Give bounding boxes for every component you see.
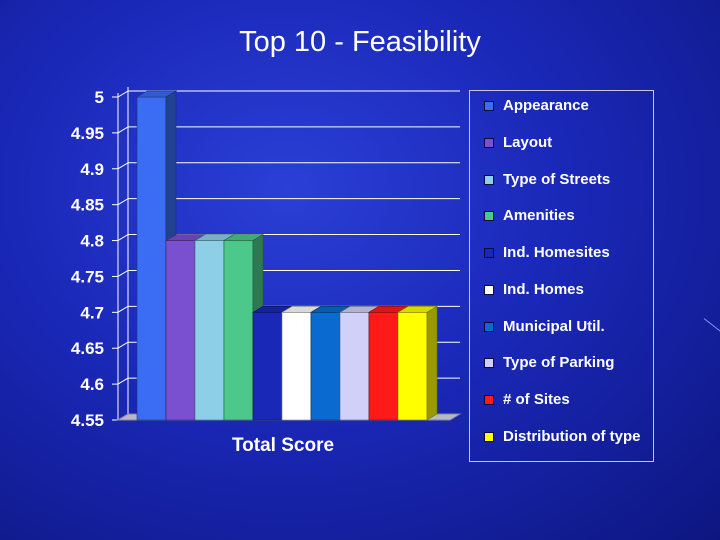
y-tick-label: 4.8 [80, 232, 104, 251]
bar-front [194, 240, 225, 421]
bar-front [397, 312, 428, 421]
x-category-label: Total Score [232, 435, 334, 456]
y-tick-label: 4.75 [71, 267, 104, 286]
legend-label: Type of Streets [503, 171, 611, 188]
legend-swatch [484, 432, 494, 442]
slide-title: Top 10 - Feasibility [239, 26, 481, 58]
gridline-side [117, 305, 129, 313]
y-tick-label: 4.85 [71, 196, 104, 215]
bar-front [136, 96, 167, 421]
y-tick-label: 4.55 [71, 411, 104, 430]
legend-label: Ind. Homes [503, 281, 584, 298]
bar [396, 305, 439, 421]
chart-legend: Appearance Layout Type of Streets Amenities… [469, 90, 654, 462]
legend-label: Ind. Homesites [503, 244, 610, 261]
y-tick-label: 4.7 [80, 303, 104, 322]
bar-front [223, 240, 254, 421]
legend-swatch [484, 248, 494, 258]
y-tick-label: 5 [95, 88, 104, 107]
bar-front [368, 312, 399, 421]
legend-swatch [484, 358, 494, 368]
bar-front [165, 240, 196, 421]
legend-label: Type of Parking [503, 354, 615, 371]
gridline-side [117, 270, 129, 277]
gridline-side [117, 198, 129, 206]
legend-label: Amenities [503, 207, 575, 224]
y-tick-label: 4.9 [80, 160, 104, 179]
bar-front [252, 312, 283, 421]
gridline-side [117, 341, 129, 349]
gridline-side [117, 162, 129, 170]
gridline-side [117, 126, 129, 134]
bar-front [281, 312, 312, 421]
legend-swatch [484, 395, 494, 405]
gridline-side [117, 377, 129, 385]
y-tick-label: 4.95 [71, 124, 104, 143]
legend-swatch [484, 101, 494, 111]
bar-side [426, 305, 438, 421]
y-tick-label: 4.6 [80, 375, 104, 394]
label-layer: 5 4.95 4.9 4.85 4.8 4.75 4.7 4.65 4.6 4.55 Total S… [71, 88, 334, 456]
legend-label: Municipal Util. [503, 318, 605, 335]
legend-label: # of Sites [503, 391, 570, 408]
legend-label: Appearance [503, 97, 589, 114]
legend-label: Layout [503, 134, 553, 151]
bar-front [339, 312, 370, 421]
legend-swatch [484, 138, 494, 148]
gridline-side [117, 90, 129, 98]
legend-label: Distribution of type [503, 428, 641, 445]
legend-swatch [484, 211, 494, 221]
y-tick-label: 4.65 [71, 339, 104, 358]
legend-swatch [484, 175, 494, 185]
gridline-side [117, 234, 129, 241]
bar-front [310, 312, 341, 421]
legend-swatch [484, 322, 494, 332]
bar-layer [135, 90, 439, 421]
legend-swatch [484, 285, 494, 295]
